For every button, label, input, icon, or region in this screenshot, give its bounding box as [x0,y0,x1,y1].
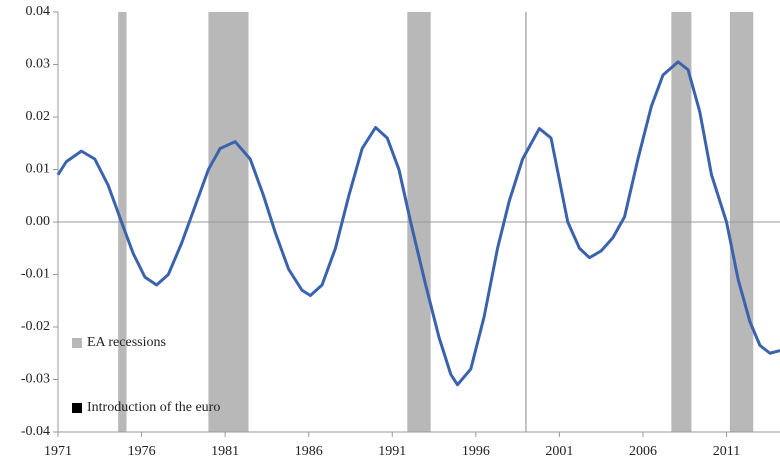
y-tick-label: -0.02 [21,319,50,334]
x-tick-label: 2001 [545,444,573,459]
x-tick-label: 1996 [462,444,490,459]
legend-swatch [72,338,82,348]
legend-label: Introduction of the euro [87,400,220,415]
y-tick-label: 0.02 [26,109,51,124]
y-tick-label: -0.04 [21,424,50,439]
y-tick-label: -0.01 [21,267,50,282]
y-tick-label: 0.03 [26,57,51,72]
y-tick-label: 0.01 [26,162,51,177]
x-tick-label: 1991 [378,444,406,459]
x-tick-label: 2011 [713,444,740,459]
x-tick-label: 1971 [44,444,72,459]
y-tick-label: 0.00 [26,214,51,229]
y-tick-label: 0.04 [26,4,51,19]
legend-label: EA recessions [87,335,166,350]
legend-swatch [72,403,82,413]
data-line [56,60,780,387]
y-tick-label: -0.03 [21,372,50,387]
x-tick-label: 1986 [295,444,323,459]
x-tick-label: 1981 [211,444,239,459]
x-tick-label: 2006 [629,444,657,459]
x-tick-label: 1976 [128,444,156,459]
